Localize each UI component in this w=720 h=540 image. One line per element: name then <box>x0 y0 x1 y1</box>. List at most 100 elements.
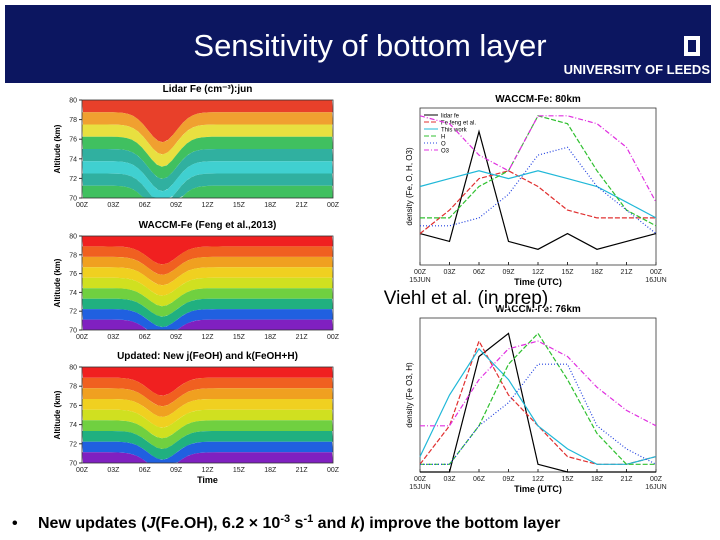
x-tick-label: 15Z <box>233 467 246 474</box>
x-tick-label: 00Z <box>76 467 89 474</box>
series-line <box>419 129 657 250</box>
y-tick-label: 72 <box>69 176 77 183</box>
x-tick-label: 09Z <box>170 202 183 209</box>
x-tick-label: 21Z <box>296 202 309 209</box>
y-tick-label: 70 <box>69 461 77 468</box>
y-tick-label: 78 <box>69 384 77 391</box>
x-tick-label: 09Z <box>170 467 183 474</box>
contour-band <box>82 409 333 439</box>
contour-band <box>82 319 333 330</box>
logo-mark <box>688 40 696 52</box>
y-tick-label: 76 <box>69 403 77 410</box>
x-tick-label: 00Z <box>76 334 89 341</box>
contour-band <box>82 236 333 265</box>
contour-band <box>82 185 333 198</box>
x-tick-label: 18Z <box>264 334 277 341</box>
contour-band <box>82 441 333 463</box>
x-tick-label: 03Z <box>107 467 120 474</box>
x-axis-label: Time (UTC) <box>514 484 562 494</box>
x-tick-label: 12Z <box>201 467 214 474</box>
t: and <box>313 515 350 532</box>
x-tick-label: 12Z <box>201 334 214 341</box>
x-tick-label: 21Z <box>620 269 633 276</box>
y-tick-label: 78 <box>69 252 77 259</box>
x-tick-label: 18Z <box>264 202 277 209</box>
y-tick-label: 80 <box>69 365 77 372</box>
contour-band <box>82 161 333 198</box>
series-line <box>420 332 656 473</box>
y-axis-label: density (Fe O3, H) <box>405 362 414 428</box>
x-tick-label: 21Z <box>620 476 633 483</box>
x-tick-label: 06Z <box>473 476 486 483</box>
legend-label: O <box>441 142 446 148</box>
t: k <box>351 515 361 532</box>
institution: UNIVERSITY OF LEEDS <box>564 62 711 77</box>
y-tick-label: 74 <box>69 290 77 297</box>
x-tick-label: 06Z <box>139 202 152 209</box>
bullet-text: New updates (J(Fe.OH), 6.2 × 10-3 s-1 an… <box>38 513 560 532</box>
x-tick-label: 00Z <box>650 269 663 276</box>
y-tick-label: 76 <box>69 271 77 278</box>
x-tick-label: 18Z <box>591 476 604 483</box>
x-tick-label: 06Z <box>139 467 152 474</box>
x-tick-label: 15Z <box>233 202 246 209</box>
contour-band <box>82 298 333 328</box>
contour-band <box>82 246 333 275</box>
t: J <box>146 515 156 532</box>
contour-band <box>82 377 333 407</box>
contour-band <box>82 452 333 463</box>
x-tick-label: 00Z <box>650 476 663 483</box>
y-axis-label: Altitude (km) <box>53 124 62 173</box>
y-tick-label: 74 <box>69 156 77 163</box>
x-tick-label: 09Z <box>502 269 515 276</box>
x-tick-label: 03Z <box>443 269 456 276</box>
t: -3 <box>280 513 290 525</box>
x-tick-label: 00Z <box>327 467 340 474</box>
x-tick-label: 00Z <box>76 202 89 209</box>
x-tick-label: 18Z <box>591 269 604 276</box>
series-line <box>420 340 657 427</box>
y-tick-label: 70 <box>69 196 77 203</box>
plot-frame <box>81 366 334 464</box>
x-tick-label: 12Z <box>532 269 545 276</box>
plot-frame <box>81 99 334 199</box>
panel-title: Lidar Fe (cm⁻³):jun <box>163 84 253 95</box>
t: s <box>290 515 303 532</box>
y-axis-label: density (Fe, O, H, O3) <box>405 147 414 226</box>
x-tick-label: 06Z <box>139 334 152 341</box>
panel-title: WACCM-Fe: 80km <box>495 94 581 105</box>
series-line <box>419 115 657 203</box>
t: -1 <box>303 513 313 525</box>
title-bar <box>5 5 711 83</box>
t: ) improve the bottom layer <box>359 515 560 532</box>
contour-band <box>82 173 333 198</box>
series-line <box>419 170 656 235</box>
y-tick-label: 78 <box>69 117 77 124</box>
slide-title: Sensitivity of bottom layer <box>193 28 546 63</box>
x-sub-label: 15JUN <box>409 277 430 284</box>
x-tick-label: 18Z <box>264 467 277 474</box>
x-tick-label: 21Z <box>296 334 309 341</box>
x-tick-label: 00Z <box>327 334 340 341</box>
series-line <box>420 115 657 227</box>
contour-band <box>82 267 333 296</box>
x-tick-label: 21Z <box>296 467 309 474</box>
contour-band <box>82 256 333 286</box>
panel-title: WACCM-Fe (Feng et al.,2013) <box>139 220 277 231</box>
y-tick-label: 72 <box>69 309 77 316</box>
x-tick-label: 00Z <box>414 269 427 276</box>
contour-band <box>82 431 333 460</box>
legend-label: H <box>441 135 445 141</box>
t: (Fe.OH), 6.2 × 10 <box>155 515 280 532</box>
x-tick-label: 03Z <box>107 202 120 209</box>
x-tick-label: 03Z <box>107 334 120 341</box>
y-tick-label: 74 <box>69 422 77 429</box>
x-tick-label: 15Z <box>561 269 574 276</box>
x-tick-label: 09Z <box>502 476 515 483</box>
x-tick-label: 00Z <box>327 202 340 209</box>
x-tick-label: 15Z <box>233 334 246 341</box>
contour-band <box>82 112 333 155</box>
y-axis-label: Altitude (km) <box>53 390 62 439</box>
legend-label: O3 <box>441 149 450 155</box>
y-tick-label: 70 <box>69 328 77 335</box>
